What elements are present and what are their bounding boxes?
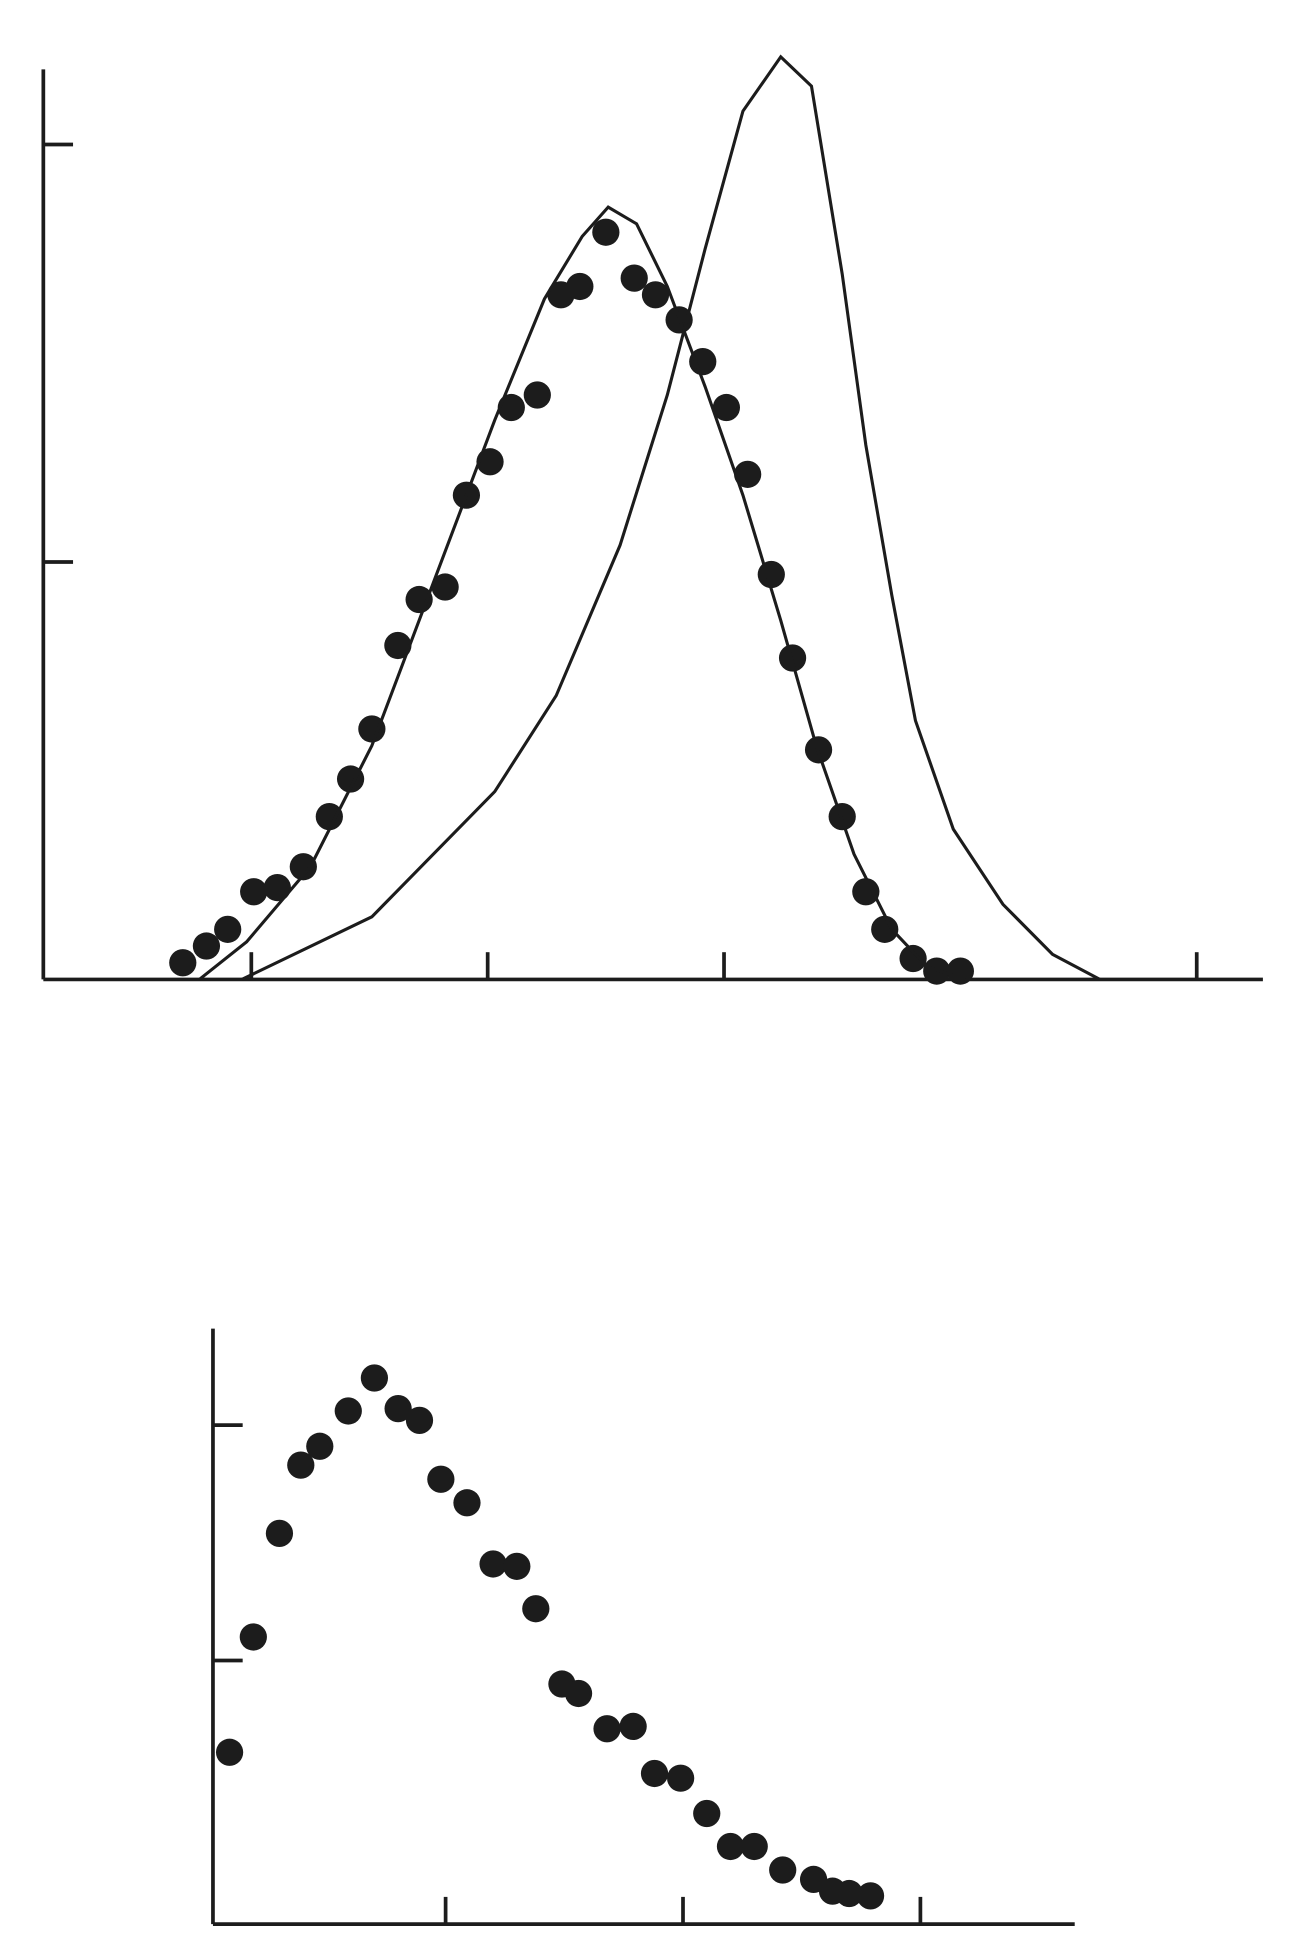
data-point: [835, 1879, 863, 1908]
data-point: [192, 932, 221, 960]
data-point: [239, 1623, 267, 1651]
data-point: [592, 218, 620, 246]
data-point: [689, 347, 717, 376]
data-point: [427, 1465, 455, 1493]
data-point: [620, 264, 648, 292]
data-point: [693, 1799, 721, 1828]
data-point: [522, 1595, 550, 1623]
data-point: [503, 1552, 531, 1580]
data-point: [214, 915, 242, 943]
data-point: [497, 393, 525, 422]
data-point: [899, 944, 927, 973]
data-point: [289, 853, 317, 881]
data-point: [593, 1715, 621, 1743]
data-point: [640, 1759, 669, 1788]
data-point: [734, 460, 762, 488]
data-point: [769, 1856, 797, 1884]
data-point: [306, 1432, 334, 1460]
data-point: [384, 631, 412, 660]
data-point: [641, 281, 670, 309]
data-point: [712, 393, 741, 422]
data-point: [566, 272, 594, 301]
data-point: [334, 1397, 362, 1425]
data-point: [871, 915, 899, 943]
data-point: [360, 1364, 389, 1392]
data-point: [852, 878, 880, 906]
data-point: [946, 957, 974, 985]
data-point: [856, 1882, 885, 1910]
data-point: [564, 1679, 593, 1708]
data-point: [405, 585, 433, 614]
data-point: [431, 573, 459, 601]
curve: [241, 54, 1101, 981]
data-point: [215, 1738, 244, 1766]
data-point: [263, 873, 291, 902]
data-point: [315, 803, 343, 831]
data-point: [716, 1832, 745, 1861]
data-point: [740, 1832, 768, 1861]
data-point: [384, 1394, 412, 1423]
data-point: [405, 1406, 434, 1435]
data-point: [265, 1519, 294, 1547]
data-point: [240, 878, 268, 906]
data-point: [523, 381, 551, 409]
data-point: [479, 1550, 507, 1578]
data-point: [169, 949, 197, 977]
data-point: [287, 1451, 315, 1479]
data-point: [667, 1764, 695, 1792]
curve: [198, 205, 966, 981]
data-point: [453, 1489, 481, 1517]
data-point: [619, 1712, 647, 1741]
data-point: [358, 715, 386, 743]
